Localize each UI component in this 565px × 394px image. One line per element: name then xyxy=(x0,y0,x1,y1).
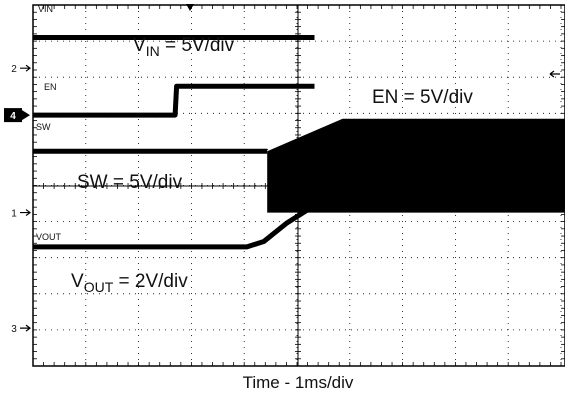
channel-marker-arrow xyxy=(22,110,30,121)
channel-marker-arrow xyxy=(20,209,31,217)
scale-label-sw: SW = 5V/div xyxy=(77,172,183,193)
traces xyxy=(33,35,565,250)
trace-vout xyxy=(33,195,565,250)
scale-label-vout: VOUT = 2V/div xyxy=(71,271,188,295)
scale-label-vin: VIN = 5V/div xyxy=(133,35,235,59)
channel-tag-vout: VOUT xyxy=(36,232,62,242)
channel-marker-arrow xyxy=(20,324,31,332)
channel-tag-en: EN xyxy=(44,82,57,92)
channel-tag-sw: SW xyxy=(36,122,51,132)
channel-marker-label: 2 xyxy=(11,64,17,75)
channel-marker-bg xyxy=(4,108,22,123)
channel-tag-vin: VIN xyxy=(38,4,53,14)
channel-marker-label: 4 xyxy=(10,111,16,122)
channel-marker-arrow xyxy=(20,64,31,72)
trace-en xyxy=(33,83,315,118)
channel-marker-label: 3 xyxy=(11,324,17,335)
x-axis-label: Time - 1ms/div xyxy=(243,373,354,392)
channel-marker-label: 1 xyxy=(11,209,17,220)
channel-markers: 2 4 1 3 xyxy=(4,64,31,335)
trigger-level-marker xyxy=(549,70,560,78)
trace-labels: VIN VIN = 5V/div EN EN = 5V/div SW SW = 5V/di… xyxy=(36,4,473,295)
scale-label-en: EN = 5V/div xyxy=(372,87,473,108)
sw-switching-band xyxy=(267,118,565,213)
trigger-position-marker xyxy=(186,4,194,11)
